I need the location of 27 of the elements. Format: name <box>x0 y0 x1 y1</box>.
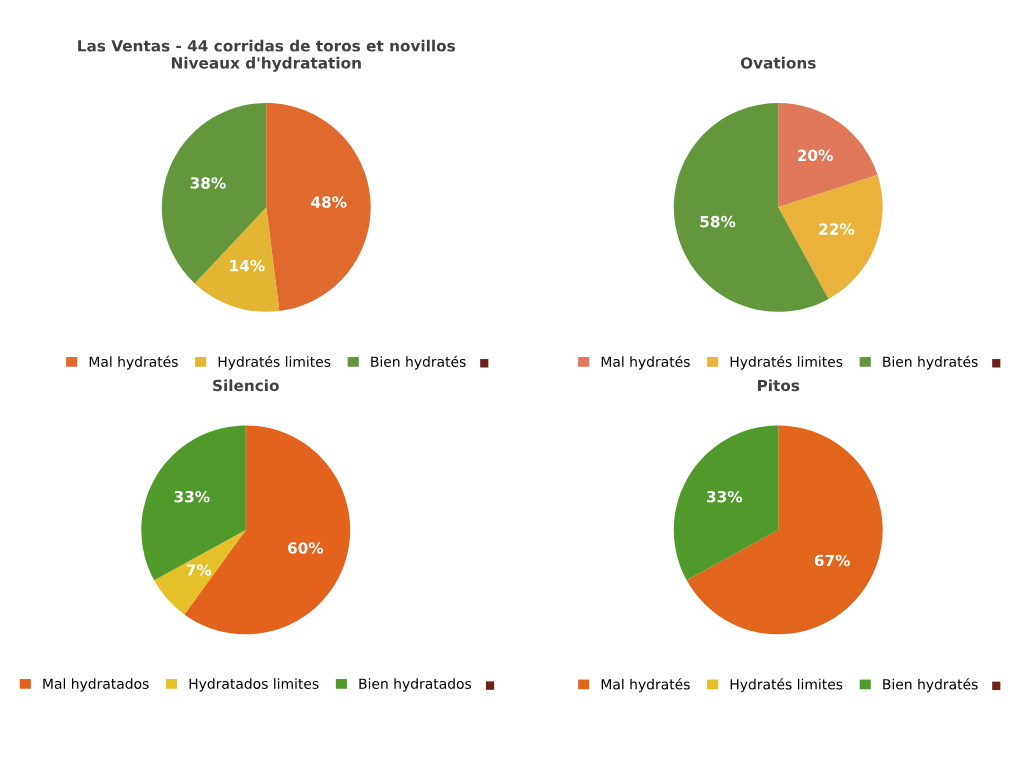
data-label: 22% <box>819 223 855 235</box>
data-label: 33% <box>174 490 210 503</box>
legend-label: Hydratés limites <box>730 355 843 370</box>
data-label: 58% <box>700 215 736 228</box>
data-label: 67% <box>814 554 850 567</box>
legend-label: Hydratés limites <box>218 355 331 370</box>
legend-label: Hydratés limites <box>730 678 843 693</box>
data-label: 48% <box>311 196 347 208</box>
legend-label: Mal hydratés <box>89 355 178 370</box>
chart-title: Silencio <box>213 379 279 392</box>
legend-label: Hydratados limites <box>189 678 319 692</box>
legend-label: Bien hydratados <box>359 678 472 692</box>
chart-title: Ovations <box>740 56 816 69</box>
data-label: 38% <box>190 177 226 189</box>
data-label: 7% <box>186 564 212 576</box>
legend-label: Mal hydratés <box>601 678 690 693</box>
legend-label: Bien hydratés <box>883 355 978 370</box>
data-label: 33% <box>707 490 743 503</box>
legend-label: Bien hydratés <box>883 678 978 693</box>
chart-title: Las Ventas - 44 corridas de toros et novillos Niveaux d'hydratation <box>78 39 455 72</box>
legend-label: Bien hydratés <box>371 355 466 370</box>
data-label: 14% <box>230 259 265 272</box>
legend-label: Mal hydratados <box>43 678 149 692</box>
chart-title: Pitos <box>757 379 800 392</box>
legend-label: Mal hydratés <box>601 355 690 370</box>
data-label: 60% <box>288 542 324 554</box>
data-label: 20% <box>798 149 833 162</box>
